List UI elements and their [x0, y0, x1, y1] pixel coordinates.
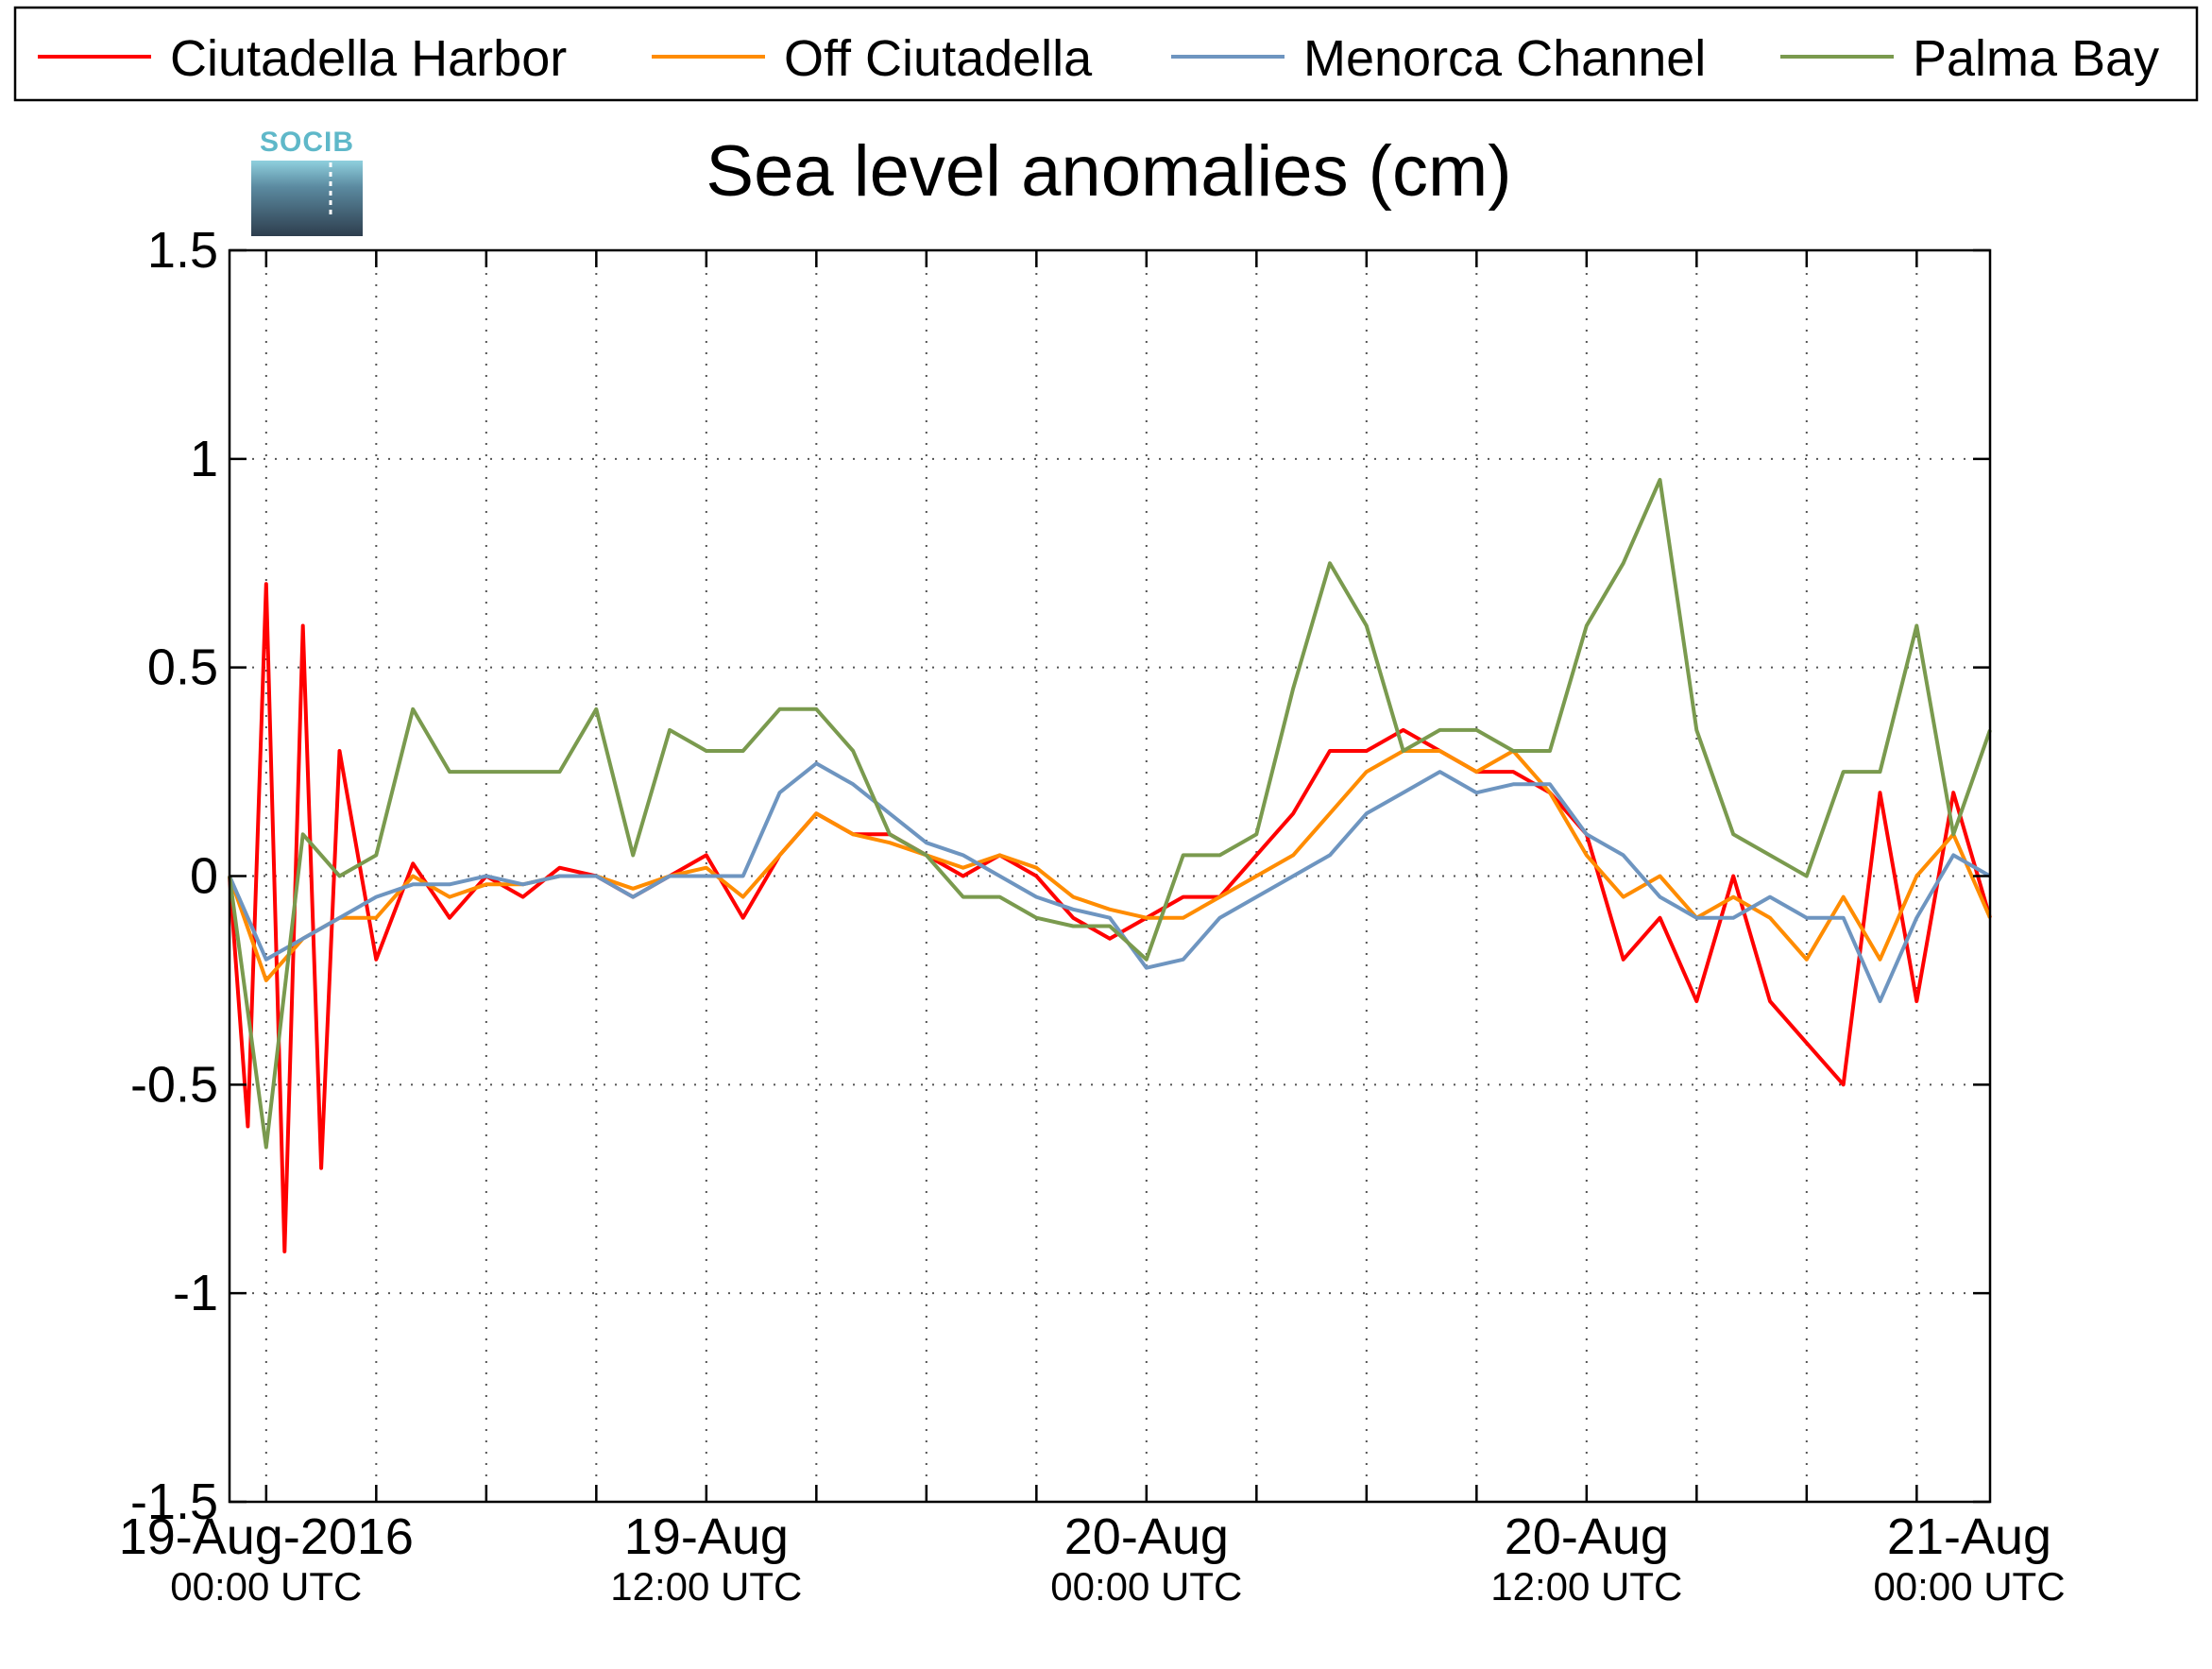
x-tick-label-time: 00:00 UTC	[1050, 1564, 1242, 1609]
y-tick-label: -1	[173, 1265, 218, 1321]
legend-label-2: Off Ciutadella	[784, 30, 1093, 87]
y-tick-label: 1.5	[147, 222, 218, 279]
y-tick-label: -0.5	[130, 1056, 218, 1113]
series-line-menorca-channel	[228, 761, 1991, 1003]
series-line-ciutadella-harbor	[228, 582, 1992, 1253]
y-tick-label: 0.5	[147, 639, 218, 696]
y-tick-label: 1	[190, 431, 218, 487]
x-tick-label-date: 20-Aug	[1505, 1508, 1669, 1565]
legend-label-4: Palma Bay	[1913, 30, 2159, 87]
x-tick-label-date: 19-Aug	[624, 1508, 789, 1565]
y-tick-label: -1.5	[130, 1473, 218, 1530]
socib-logo: SOCIB	[251, 127, 363, 236]
legend: Ciutadella Harbor Off Ciutadella Menorca C…	[13, 6, 2199, 102]
x-tick-label-date: 20-Aug	[1064, 1508, 1229, 1565]
legend-label-3: Menorca Channel	[1303, 30, 1706, 87]
x-tick-label-date: 21-Aug	[1887, 1508, 2051, 1565]
legend-label-1: Ciutadella Harbor	[170, 30, 567, 87]
series-line-palma-bay	[228, 477, 1992, 1150]
x-tick-label-date: 19-Aug-2016	[119, 1508, 414, 1565]
series-line-off-ciutadella	[228, 749, 1992, 982]
y-tick-label: 0	[190, 848, 218, 905]
logo-text: SOCIB	[260, 127, 354, 158]
x-tick-label-time: 12:00 UTC	[610, 1564, 802, 1609]
x-tick-label-time: 12:00 UTC	[1490, 1564, 1682, 1609]
x-tick-label-time: 00:00 UTC	[170, 1564, 362, 1609]
chart-title: Sea level anomalies (cm)	[706, 131, 1511, 212]
logo-water	[251, 161, 363, 236]
x-tick-label-time: 00:00 UTC	[1873, 1564, 2065, 1609]
legend-box	[13, 6, 2199, 102]
